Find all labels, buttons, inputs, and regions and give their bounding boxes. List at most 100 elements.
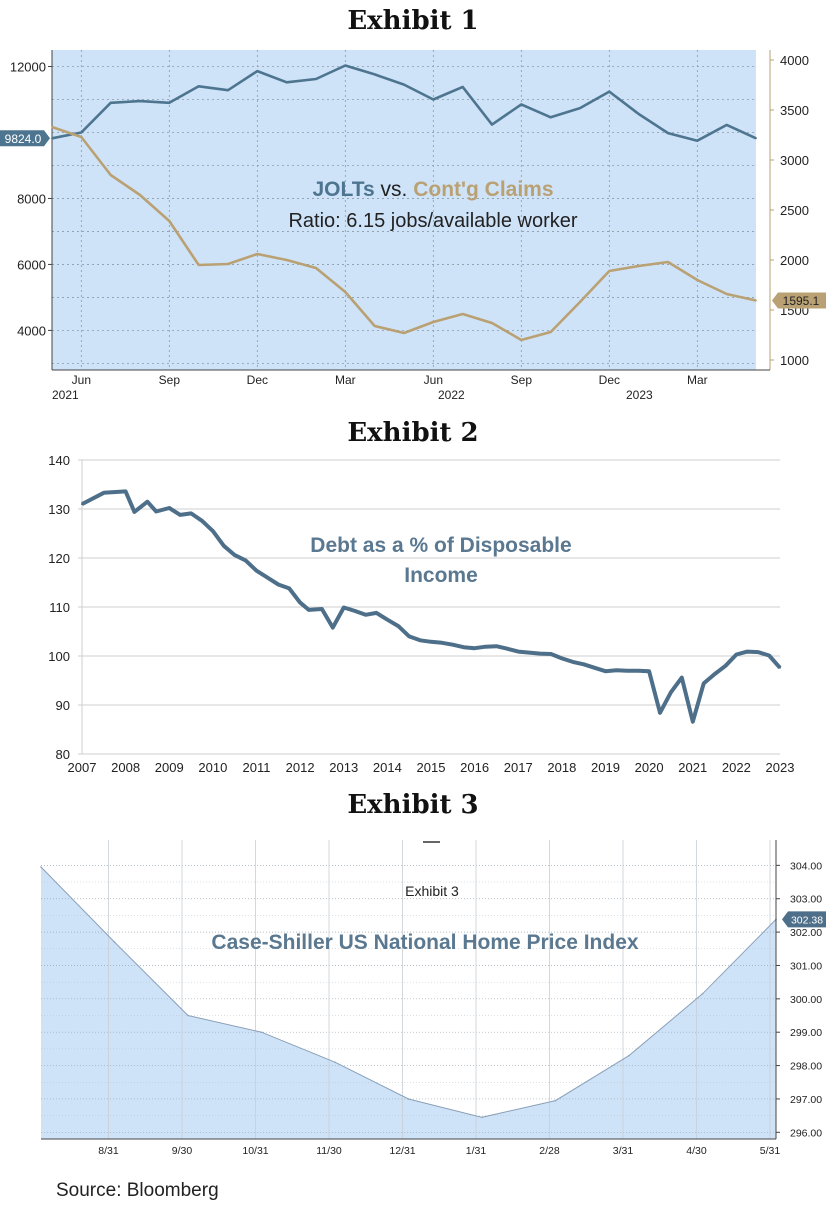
data-point — [637, 265, 640, 267]
last-value-flag-claims — [772, 292, 826, 309]
data-point — [549, 116, 552, 119]
annotation-ratio: Ratio: 6.15 jobs/available worker — [288, 210, 577, 232]
exhibit-3-title: Exhibit 3 — [347, 790, 479, 820]
data-point — [342, 606, 345, 609]
x-tick-label: 2012 — [286, 760, 315, 775]
data-point — [260, 1031, 263, 1034]
data-point — [353, 609, 356, 612]
y-tick-label: 130 — [48, 502, 70, 517]
data-point — [491, 322, 493, 324]
data-point — [168, 507, 171, 510]
data-point — [299, 601, 302, 604]
x-tick-label: 2011 — [243, 760, 271, 775]
data-point — [51, 137, 53, 140]
y-right-tick-label: 4000 — [780, 53, 809, 68]
x-tick-label: 2023 — [766, 760, 795, 775]
data-point — [440, 641, 443, 644]
data-point — [307, 608, 310, 611]
data-point — [539, 652, 542, 655]
data-point — [190, 512, 193, 515]
data-point — [386, 618, 389, 621]
y-tick-label: 301.00 — [790, 960, 822, 972]
data-point — [779, 666, 781, 669]
data-point — [691, 720, 694, 723]
data-point — [461, 86, 464, 88]
x-tick-label: 2020 — [635, 760, 664, 775]
data-point — [724, 664, 727, 667]
data-point — [481, 1116, 483, 1119]
x-tick-label: Dec — [247, 373, 268, 387]
x-year-label: 2021 — [52, 388, 79, 402]
x-tick-label: 2021 — [678, 760, 707, 775]
data-point — [637, 669, 640, 672]
data-point — [571, 660, 574, 663]
y-tick-label: 297.00 — [790, 1094, 822, 1106]
data-point — [484, 645, 487, 648]
data-point — [285, 259, 288, 261]
annotation-line-1: Debt as a % of Disposable — [310, 534, 571, 557]
annotation-claims: Cont'g Claims — [413, 178, 553, 201]
data-point — [277, 583, 280, 586]
chart-jolts-vs-claims: 1200080006000400040003500300025002000150… — [0, 50, 826, 402]
data-point — [659, 711, 662, 714]
data-point — [746, 650, 749, 653]
data-point — [667, 132, 669, 135]
y-tick-label: 299.00 — [790, 1027, 822, 1039]
y-tick-label: 298.00 — [790, 1061, 822, 1073]
x-tick-label: 4/30 — [686, 1145, 707, 1157]
data-point — [266, 576, 269, 579]
annotation-title: JOLTs vs. Cont'g Claims — [312, 178, 553, 201]
data-point — [373, 73, 376, 76]
last-value-claims: 1595.1 — [783, 294, 820, 308]
data-point — [168, 220, 171, 222]
x-tick-label: Dec — [599, 373, 620, 387]
data-point — [628, 1054, 630, 1057]
annotation-jolts: JOLTs — [312, 178, 374, 201]
data-point — [604, 670, 607, 673]
data-point — [637, 113, 640, 115]
data-point — [768, 654, 771, 657]
data-point — [364, 613, 367, 616]
y-left-tick-label: 12000 — [10, 59, 46, 74]
data-point — [211, 530, 214, 533]
x-tick-label: Mar — [335, 373, 356, 387]
data-point — [168, 101, 171, 104]
data-point — [375, 611, 378, 614]
inner-chart-title: Exhibit 3 — [405, 883, 459, 899]
data-point — [187, 1014, 189, 1017]
data-point — [680, 676, 683, 679]
y-tick-label: 110 — [49, 600, 70, 615]
y-tick-label: 140 — [48, 453, 70, 468]
x-tick-label: 2019 — [591, 760, 620, 775]
y-tick-label: 120 — [48, 551, 70, 566]
y-tick-label: 303.00 — [790, 894, 822, 906]
x-tick-label: Sep — [511, 373, 533, 387]
annotation-vs: vs. — [375, 178, 414, 201]
data-point — [285, 81, 288, 84]
data-point — [725, 293, 728, 295]
data-point — [520, 103, 523, 106]
x-year-label: 2023 — [626, 388, 653, 402]
data-point — [648, 670, 651, 673]
y-tick-label: 302.00 — [790, 927, 822, 939]
series-area-home-price — [41, 867, 776, 1139]
data-point — [222, 544, 225, 547]
data-point — [179, 513, 182, 516]
data-point — [344, 291, 347, 293]
data-point — [582, 663, 585, 666]
data-point — [430, 640, 432, 643]
data-point — [256, 70, 259, 73]
data-point — [81, 503, 83, 506]
y-right-tick-label: 3500 — [780, 103, 809, 118]
data-point — [227, 263, 229, 265]
data-point — [320, 607, 323, 610]
x-tick-label: 2009 — [155, 760, 184, 775]
y-tick-label: 80 — [56, 747, 70, 762]
data-point — [560, 657, 563, 660]
x-tick-label: 12/31 — [389, 1145, 415, 1157]
x-tick-label: 10/31 — [242, 1145, 268, 1157]
data-point — [227, 89, 229, 92]
data-point — [520, 339, 523, 341]
x-tick-label: 2007 — [68, 760, 97, 775]
